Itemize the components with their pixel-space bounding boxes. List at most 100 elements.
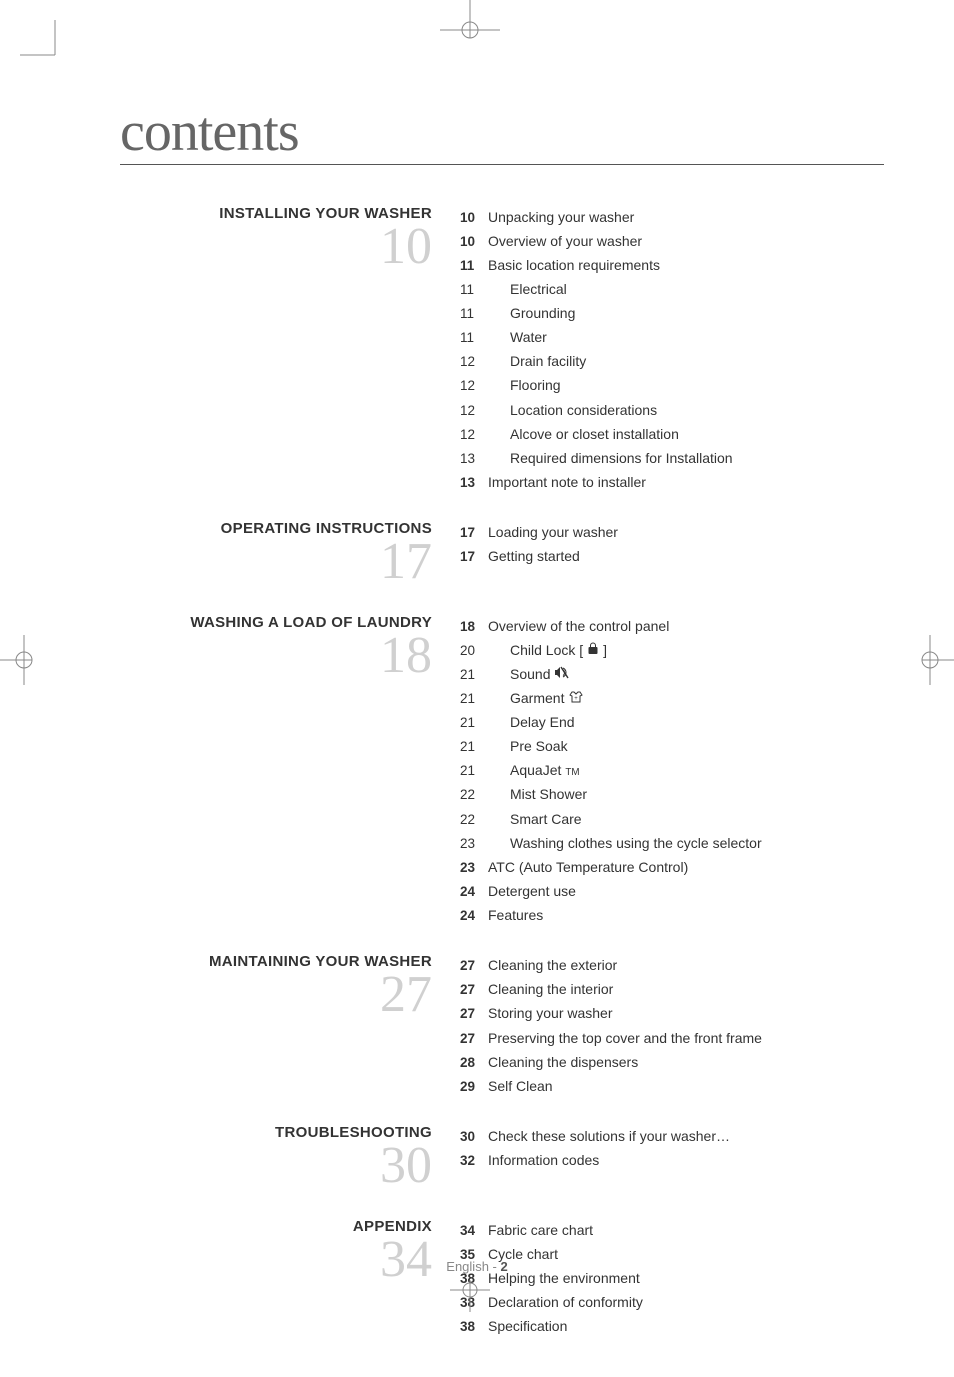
garment-icon: + — [568, 690, 584, 703]
toc-entry: 11Grounding — [460, 303, 884, 324]
entry-page: 12 — [460, 376, 488, 396]
entry-text: Overview of your washer — [488, 231, 642, 251]
toc-entry: 20Child Lock [] — [460, 640, 884, 661]
entry-text: Smart Care — [488, 809, 582, 829]
entry-text: Self Clean — [488, 1076, 553, 1096]
entry-text: Storing your washer — [488, 1003, 613, 1023]
section-left: MAINTAINING YOUR WASHER27 — [120, 953, 460, 1096]
toc-section: TROUBLESHOOTING3030Check these solutions… — [120, 1124, 884, 1190]
entry-page: 11 — [460, 304, 488, 324]
section-number: 27 — [120, 972, 432, 1019]
crop-mark-left — [0, 615, 45, 705]
toc-entry: 22Smart Care — [460, 809, 884, 830]
section-left: OPERATING INSTRUCTIONS17 — [120, 520, 460, 586]
toc-entry: 17Getting started — [460, 546, 884, 567]
footer-language: English — [446, 1259, 489, 1274]
entry-text: Fabric care chart — [488, 1220, 593, 1240]
toc-section: MAINTAINING YOUR WASHER2727Cleaning the … — [120, 953, 884, 1096]
toc-entry: 38Declaration of conformity — [460, 1292, 884, 1313]
toc-entry: 32Information codes — [460, 1150, 884, 1171]
entry-page: 20 — [460, 641, 488, 661]
entry-page: 12 — [460, 352, 488, 372]
entry-text: Specification — [488, 1316, 567, 1336]
entry-page: 13 — [460, 449, 488, 469]
toc-entry: 28Cleaning the dispensers — [460, 1052, 884, 1073]
entry-text: Pre Soak — [488, 736, 568, 756]
toc-entry: 10Overview of your washer — [460, 231, 884, 252]
entry-text: Flooring — [488, 375, 561, 395]
section-number: 17 — [120, 539, 432, 586]
toc-entry: 13Important note to installer — [460, 472, 884, 493]
crop-mark-right — [909, 615, 954, 705]
entry-text: Information codes — [488, 1150, 599, 1170]
crop-mark-top-left — [0, 0, 60, 60]
toc-section: INSTALLING YOUR WASHER1010Unpacking your… — [120, 205, 884, 492]
crop-mark-top — [420, 0, 520, 55]
toc-entry: 21Pre Soak — [460, 736, 884, 757]
toc-sections: INSTALLING YOUR WASHER1010Unpacking your… — [120, 205, 884, 1337]
section-entries: 27Cleaning the exterior27Cleaning the in… — [460, 953, 884, 1096]
page-content: contents INSTALLING YOUR WASHER1010Unpac… — [0, 0, 954, 1377]
entry-page: 27 — [460, 1029, 488, 1049]
entry-text: Grounding — [488, 303, 575, 323]
entry-page: 11 — [460, 256, 488, 276]
entry-text: Drain facility — [488, 351, 586, 371]
entry-page: 38 — [460, 1317, 488, 1337]
entry-page: 27 — [460, 980, 488, 1000]
entry-text: AquaJetTM — [488, 760, 580, 780]
toc-entry: 18Overview of the control panel — [460, 616, 884, 637]
entry-page: 21 — [460, 713, 488, 733]
entry-page: 22 — [460, 810, 488, 830]
entry-text: Water — [488, 327, 547, 347]
toc-entry: 27Storing your washer — [460, 1003, 884, 1024]
toc-entry: 12Drain facility — [460, 351, 884, 372]
section-entries: 18Overview of the control panel 20Child L… — [460, 614, 884, 925]
entry-text: Basic location requirements — [488, 255, 660, 275]
entry-page: 30 — [460, 1127, 488, 1147]
entry-text: Preserving the top cover and the front f… — [488, 1028, 762, 1048]
entry-page: 29 — [460, 1077, 488, 1097]
toc-entry: 11Basic location requirements — [460, 255, 884, 276]
entry-text: Features — [488, 905, 543, 925]
toc-entry: 12Location considerations — [460, 400, 884, 421]
entry-page: 28 — [460, 1053, 488, 1073]
toc-entry: 17Loading your washer — [460, 522, 884, 543]
toc-entry: 29Self Clean — [460, 1076, 884, 1097]
entry-text: Location considerations — [488, 400, 657, 420]
section-left: TROUBLESHOOTING30 — [120, 1124, 460, 1190]
toc-entry: 10Unpacking your washer — [460, 207, 884, 228]
entry-page: 21 — [460, 689, 488, 709]
sound-off-icon — [554, 666, 570, 679]
toc-entry: 21Sound — [460, 664, 884, 685]
entry-text: Sound — [488, 664, 570, 684]
entry-text: Electrical — [488, 279, 567, 299]
entry-text: Cleaning the interior — [488, 979, 613, 999]
entry-text: Cleaning the exterior — [488, 955, 617, 975]
entry-text: Required dimensions for Installation — [488, 448, 733, 468]
entry-page: 21 — [460, 737, 488, 757]
entry-page: 10 — [460, 232, 488, 252]
entry-text: ATC (Auto Temperature Control) — [488, 857, 688, 877]
section-left: APPENDIX34 — [120, 1218, 460, 1337]
entry-page: 22 — [460, 785, 488, 805]
toc-entry: 27Cleaning the interior — [460, 979, 884, 1000]
entry-text: Washing clothes using the cycle selector — [488, 833, 762, 853]
toc-entry: 24Detergent use — [460, 881, 884, 902]
toc-entry: 23ATC (Auto Temperature Control) — [460, 857, 884, 878]
entry-page: 23 — [460, 858, 488, 878]
toc-entry: 27Preserving the top cover and the front… — [460, 1028, 884, 1049]
toc-section: OPERATING INSTRUCTIONS1717Loading your w… — [120, 520, 884, 586]
section-number: 18 — [120, 633, 432, 680]
entry-text: Important note to installer — [488, 472, 646, 492]
entry-page: 21 — [460, 665, 488, 685]
entry-page: 32 — [460, 1151, 488, 1171]
page-title: contents — [120, 100, 884, 165]
entry-text: Overview of the control panel — [488, 616, 669, 636]
entry-text: Child Lock [] — [488, 640, 607, 660]
toc-entry: 21Garment + — [460, 688, 884, 709]
toc-entry: 21AquaJetTM — [460, 760, 884, 781]
toc-section: WASHING A LOAD OF LAUNDRY1818Overview of… — [120, 614, 884, 925]
toc-entry: 27Cleaning the exterior — [460, 955, 884, 976]
toc-entry: 34Fabric care chart — [460, 1220, 884, 1241]
section-entries: 10Unpacking your washer 10Overview of you… — [460, 205, 884, 492]
